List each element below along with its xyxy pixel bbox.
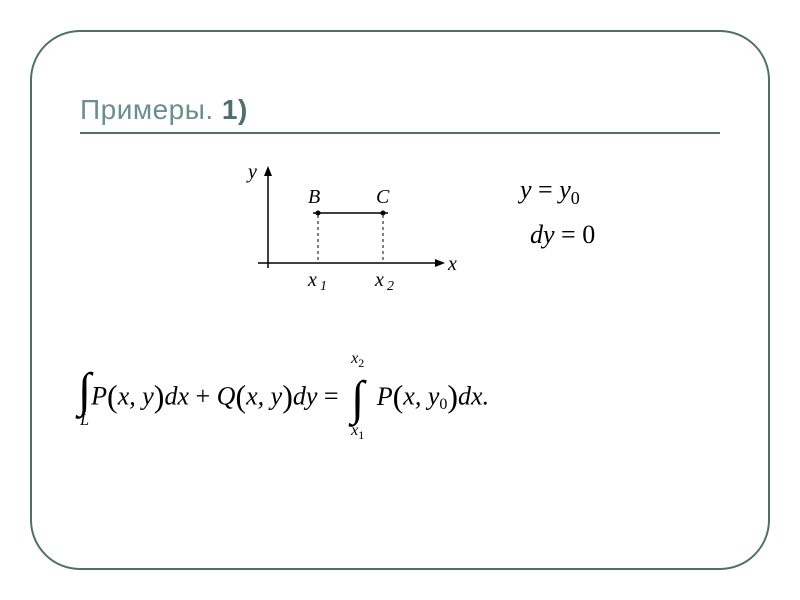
title-number: 1) [222,94,248,125]
lhs-dy: dy [530,220,555,249]
dx-1: dx [164,382,189,411]
formula-y-eq-y0: y = y0 [520,175,580,209]
x1-sub: 1 [320,279,327,294]
eq-sign: = [532,175,560,204]
P-var-2: P [377,382,393,411]
eq-main: = [317,382,345,411]
coordinate-diagram: y x B C x 1 x 2 [238,158,468,298]
dx-end: dx. [458,382,489,411]
plus: + [189,382,217,411]
integral-equation: ∫ L P(x, y)dx + Q(x, y)dy = x2 ∫ x1 P(x,… [78,350,489,443]
P-var: P [91,382,107,411]
formula-dy-eq-0: dy = 0 [530,220,595,250]
point-c-label: C [376,186,390,208]
eq-sign-2: = [555,220,583,249]
y-axis-label: y [246,161,257,183]
title-word: Примеры. [80,94,214,125]
Q-var: Q [217,382,236,411]
args-right: x, y [403,382,439,411]
slide-title: Примеры. 1) [80,94,720,134]
right-integral: x2 ∫ x1 [351,350,364,443]
args-xy-2: x, y [246,382,282,411]
x2-sub: 2 [387,279,394,294]
point-b-label: B [308,186,320,208]
title-underline [80,132,720,134]
left-integral: ∫ L [78,363,91,430]
x2-tick: x [374,269,384,291]
lhs-y: y [520,175,532,204]
dy-1: dy [293,382,318,411]
rhs-zero: 0 [582,220,595,249]
args-xy-1: x, y [118,382,154,411]
rhs-y-sub: 0 [571,188,580,208]
x-axis-label: x [447,253,457,275]
rhs-y: y [559,175,571,204]
x1-tick: x [307,269,317,291]
